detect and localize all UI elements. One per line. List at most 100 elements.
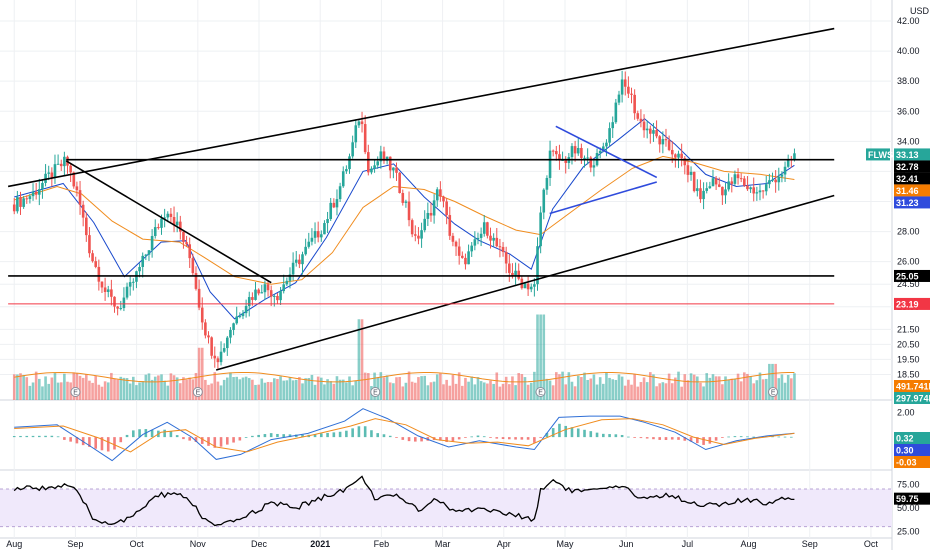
macd-histogram-bar (520, 437, 524, 440)
macd-histogram-bar (645, 437, 649, 439)
earnings-marker (192, 387, 203, 397)
volume-bar (520, 374, 524, 400)
candle-body (533, 284, 536, 287)
candle-body (730, 181, 734, 184)
candle-body (664, 139, 668, 141)
volume-bar (229, 372, 232, 400)
macd-histogram-bar (445, 437, 448, 443)
volume-bar (564, 384, 568, 400)
volume-bar (385, 375, 389, 400)
volume-bar (602, 383, 605, 400)
trendline-lower-support (215, 194, 835, 371)
volume-bar (548, 380, 552, 400)
volume-bar (639, 382, 643, 400)
volume-bar (511, 376, 514, 400)
volume-bar (545, 378, 549, 400)
candle-body (219, 351, 223, 363)
candle-body (226, 337, 229, 349)
candle-body (423, 218, 427, 231)
volume-bar (667, 373, 671, 400)
volume-bar (103, 381, 107, 400)
candle-body (106, 289, 110, 292)
volume-bar (567, 372, 571, 400)
volume-bar (689, 373, 693, 400)
macd-histogram-bar (69, 437, 72, 442)
macd-histogram-bar (689, 437, 693, 442)
macd-label-badge-bg (894, 432, 930, 444)
candle-body (655, 130, 658, 137)
candle-body (721, 186, 724, 196)
macd-histogram-bar (664, 437, 668, 441)
macd-histogram-bar (163, 429, 166, 438)
macd-histogram-bar (570, 427, 574, 438)
volume-bar (793, 373, 796, 400)
candle-body (376, 161, 380, 166)
moving-averages (14, 118, 795, 320)
volume-bar (686, 380, 690, 400)
candle-body (53, 164, 57, 178)
candle-body (213, 355, 217, 359)
price-tick-label: 28.00 (897, 227, 920, 237)
candle-body (633, 94, 636, 114)
candle-body (410, 220, 414, 235)
volume-ma-line (14, 371, 795, 383)
macd-histogram-bar (370, 430, 373, 438)
macd-histogram-bar (200, 437, 204, 444)
volume-bar (705, 373, 709, 400)
candle-body (12, 204, 16, 212)
macd-histogram-bar (639, 437, 643, 439)
candle-body (128, 282, 132, 287)
macd-histogram-bar (182, 437, 185, 440)
candle-body (116, 306, 119, 309)
macd-histogram-bar (583, 429, 586, 438)
macd-histogram-bar (382, 434, 386, 438)
macd-histogram-bar (495, 437, 499, 439)
volume-bar (523, 377, 527, 400)
candle-body (580, 147, 583, 158)
volume-bar (611, 379, 615, 400)
candle-body (558, 154, 561, 161)
volume-bar (708, 377, 712, 400)
price-tick-label: 40.00 (897, 46, 920, 56)
candle-body (16, 197, 19, 212)
volume-bar (633, 373, 636, 400)
volume-bar (144, 374, 148, 400)
candle-body (388, 156, 392, 171)
volume-bar (235, 376, 239, 400)
macd-histogram-bar (526, 437, 530, 440)
earnings-marker-label: E (771, 390, 776, 397)
volume-label-badge: 491.741K (896, 382, 932, 392)
candle-body (442, 196, 445, 202)
volume-bar (50, 377, 54, 400)
candle-body (627, 86, 630, 94)
candle-body (636, 113, 640, 119)
candle-body (179, 221, 182, 232)
macd-histogram-bar (106, 437, 110, 452)
macd-histogram-bar (169, 431, 173, 438)
volume-bar (461, 385, 464, 400)
volume-bar (169, 373, 173, 400)
candle-body (310, 237, 314, 242)
volume-bar (291, 380, 295, 400)
macd-histogram-bar (633, 437, 636, 438)
volume-bar (132, 376, 135, 400)
volume-bar (583, 372, 586, 400)
volume-bar (417, 377, 420, 400)
candle-body (147, 250, 151, 255)
volume-bar (680, 386, 683, 400)
candle-body (429, 212, 433, 216)
candle-body (473, 239, 477, 246)
candle-body (489, 235, 492, 241)
candle-body (658, 136, 662, 145)
volume-bar (166, 385, 170, 400)
volume-bar (489, 380, 492, 400)
volume-bar (435, 374, 439, 400)
volume-bar (783, 382, 787, 400)
volume-bar (442, 384, 445, 400)
candle-body (689, 171, 693, 175)
candle-body (291, 262, 295, 275)
macd-histogram-bar (301, 434, 304, 438)
volume-label-badge: 297.974K (896, 394, 932, 404)
price-label-badge: 32.41 (896, 174, 919, 184)
